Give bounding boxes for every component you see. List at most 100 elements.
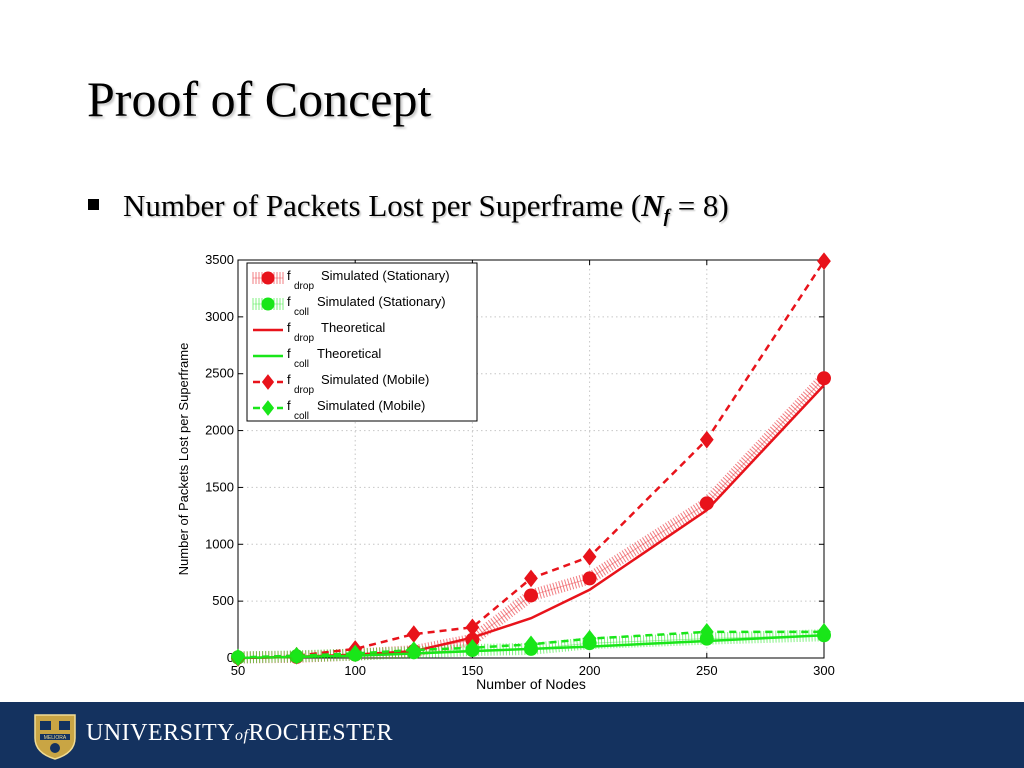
data-point: [817, 252, 831, 270]
data-point: [524, 569, 538, 588]
series-hatch-tick: [497, 612, 506, 623]
bullet-text-prefix: Number of Packets Lost per Superframe (: [123, 188, 642, 223]
series-hatch-tick: [675, 515, 683, 527]
series-hatch-tick: [647, 533, 655, 545]
legend-label-sub: coll: [294, 411, 309, 422]
series-hatch-tick: [606, 560, 614, 571]
legend-label-sub: drop: [294, 385, 314, 396]
series-hatch-tick: [560, 639, 563, 652]
y-axis-label: Number of Packets Lost per Superframe: [176, 343, 191, 576]
series-hatch-tick: [461, 635, 465, 648]
series-hatch-tick: [537, 586, 542, 599]
data-point: [817, 371, 831, 386]
series-hatch-tick: [555, 581, 560, 594]
series-hatch-tick: [543, 585, 548, 598]
series-hatch-tick: [654, 529, 663, 540]
series-hatch-tick: [598, 564, 606, 576]
data-point: [699, 496, 714, 511]
series-hatch-tick: [517, 597, 526, 608]
series-hatch-tick: [540, 586, 545, 598]
series-hatch-tick: [634, 542, 642, 553]
legend-label-text: Theoretical: [317, 346, 381, 361]
series-hatch-tick: [670, 519, 678, 530]
series-hatch-tick: [687, 507, 696, 519]
series-hatch-tick: [570, 638, 573, 652]
legend-label-text: Simulated (Mobile): [321, 372, 429, 387]
series-hatch-tick: [657, 527, 665, 539]
legend-label-text: Simulated (Stationary): [321, 268, 450, 283]
series-hatch-tick: [487, 619, 496, 631]
data-point: [699, 623, 714, 641]
series-hatch-tick: [566, 578, 572, 591]
x-tick-label: 300: [813, 663, 835, 678]
series-hatch-tick: [644, 535, 652, 547]
data-point: [289, 646, 304, 665]
series-hatch-tick: [601, 563, 609, 574]
data-point: [231, 648, 245, 667]
bullet-variable-subscript: f: [663, 206, 670, 227]
series-hatch-tick: [624, 548, 632, 560]
series-hatch-tick: [578, 575, 583, 587]
legend-label-main: f: [287, 294, 291, 309]
data-point: [582, 571, 597, 586]
series-line: [237, 260, 826, 660]
x-tick-label: 150: [462, 663, 484, 678]
x-tick-label: 100: [344, 663, 366, 678]
legend-label-sub: drop: [294, 281, 314, 292]
data-point: [817, 623, 831, 641]
y-tick-label: 3500: [205, 252, 234, 267]
series-hatch-tick: [455, 636, 459, 649]
series-hatch-tick: [546, 584, 551, 597]
legend-label-sub: coll: [294, 307, 309, 318]
series-hatch-tick: [507, 605, 516, 616]
legend-label-main: f: [287, 398, 291, 413]
series-hatch-tick: [593, 568, 601, 579]
series-hatch-tick: [569, 577, 575, 590]
series-hatch-tick: [603, 561, 612, 573]
series-hatch-tick: [621, 550, 629, 561]
legend-label-main: f: [287, 346, 291, 361]
series-hatch-tick: [575, 575, 581, 588]
series-hatch-tick: [662, 524, 670, 535]
series-hatch-tick: [672, 517, 680, 529]
wordmark-rochester: ROCHESTER: [248, 720, 393, 746]
series-hatch-tick: [514, 599, 523, 610]
seal-motto: MELIORA: [44, 735, 67, 741]
legend-label-text: Simulated (Stationary): [317, 294, 446, 309]
series-hatch-tick: [631, 543, 640, 555]
data-point: [348, 644, 363, 663]
data-point: [524, 588, 538, 603]
footer-bar: MELIORA UNIVERSITYofROCHESTER: [0, 702, 1024, 768]
legend-label-main: f: [287, 268, 291, 283]
bullet-text-suffix: = 8): [669, 188, 729, 223]
y-tick-label: 500: [212, 593, 234, 608]
y-tick-label: 3000: [205, 309, 234, 324]
legend-label-text: Simulated (Mobile): [317, 398, 425, 413]
series-hatch-tick: [561, 580, 566, 592]
series-hatch-tick: [519, 595, 528, 607]
series-hatch-tick: [512, 601, 521, 612]
series-hatch-tick: [626, 546, 635, 558]
series-hatch-tick: [611, 556, 619, 568]
series-hatch-tick: [639, 538, 647, 550]
series-hatch-tick: [505, 607, 514, 618]
series-hatch-tick: [608, 558, 617, 570]
legend-label-sub: drop: [294, 333, 314, 344]
data-point: [582, 547, 597, 566]
series-hatch-tick: [492, 616, 501, 627]
series-hatch-tick: [509, 603, 518, 614]
series-hatch-tick: [677, 514, 685, 525]
slide-title: Proof of Concept: [87, 71, 432, 127]
bullet-item: Number of Packets Lost per Superframe (N…: [88, 188, 729, 227]
x-axis-label: Number of Nodes: [476, 676, 586, 692]
series-hatch-tick: [449, 638, 453, 650]
data-point: [465, 618, 480, 637]
data-point: [261, 271, 275, 285]
series-hatch-tick: [629, 545, 637, 556]
x-tick-label: 50: [231, 663, 245, 678]
series-hatch-tick: [549, 583, 554, 596]
series-5: [231, 623, 831, 667]
